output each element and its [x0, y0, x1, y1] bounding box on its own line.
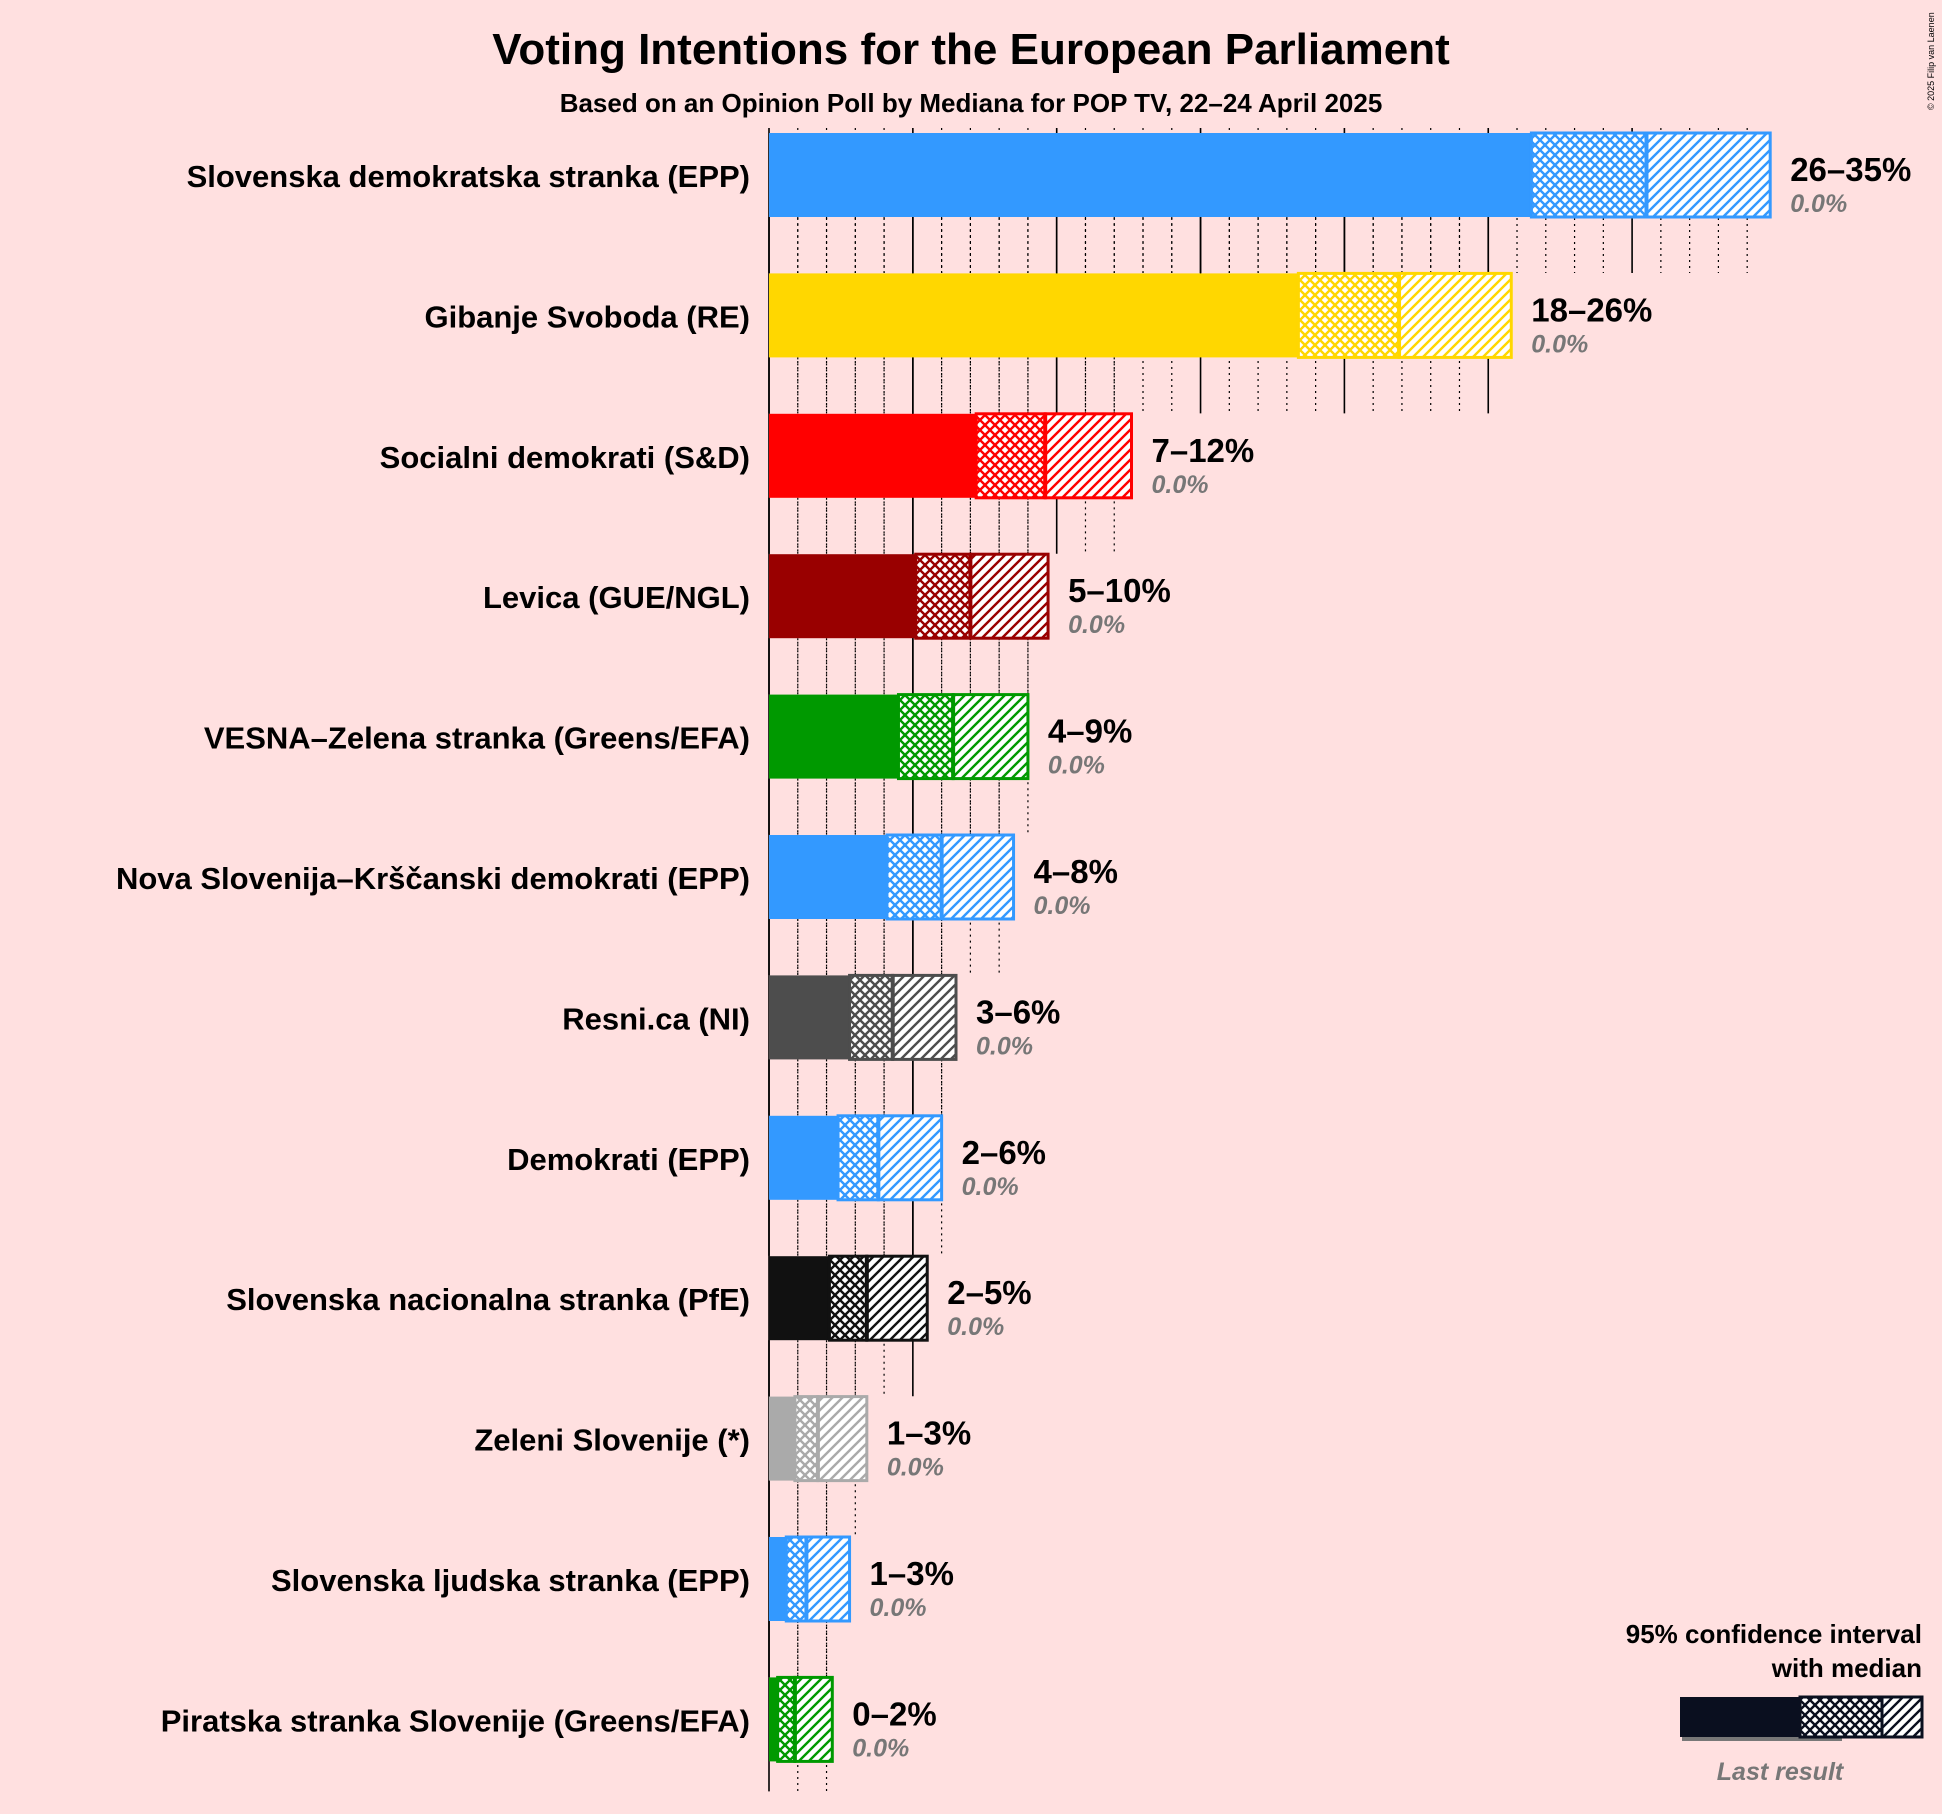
range-label: 3–6%: [976, 993, 1060, 1030]
copyright-notice: © 2025 Filip van Laenen: [1926, 12, 1936, 110]
range-label: 4–9%: [1048, 713, 1132, 750]
party-name: Nova Slovenija–Krščanski demokrati (EPP): [116, 861, 750, 896]
bar-solid: [769, 413, 977, 498]
bar-ci-lower: [885, 833, 944, 921]
party-row: Slovenska nacionalna stranka (PfE) 2–5%0.…: [226, 1254, 1032, 1342]
range-label: 2–5%: [947, 1274, 1031, 1311]
bar-ci-lower: [914, 552, 972, 640]
range-label: 0–2%: [852, 1695, 936, 1732]
bar-ci-lower: [784, 1535, 808, 1623]
party-name: Socialni demokrati (S&D): [380, 440, 750, 475]
party-name: Slovenska demokratska stranka (EPP): [187, 159, 750, 194]
bar-solid: [769, 273, 1299, 358]
bar-solid: [769, 133, 1532, 217]
bar-ci-upper: [951, 693, 1030, 781]
last-result-label: 0.0%: [1068, 611, 1125, 639]
legend-line-1: 95% confidence interval: [1626, 1619, 1922, 1649]
bar-solid: [769, 1537, 787, 1621]
last-result-label: 0.0%: [1531, 330, 1588, 358]
party-name: Piratska stranka Slovenije (Greens/EFA): [161, 1703, 750, 1738]
bar-ci-lower: [974, 412, 1047, 500]
range-label: 2–6%: [962, 1134, 1046, 1171]
last-result-label: 0.0%: [1034, 892, 1091, 920]
last-result-label: 0.0%: [962, 1173, 1019, 1201]
party-row: VESNA–Zelena stranka (Greens/EFA) 4–9%0.0…: [204, 693, 1132, 781]
party-row: Gibanje Svoboda (RE) 18–26%0.0%: [424, 271, 1652, 359]
bar-ci-lower: [827, 1254, 869, 1342]
range-label: 18–26%: [1531, 291, 1652, 328]
party-row: Slovenska ljudska stranka (EPP) 1–3%0.0%: [271, 1535, 954, 1623]
bar-ci-lower: [896, 693, 955, 781]
legend-line-2: with median: [1771, 1653, 1922, 1683]
party-name: Zeleni Slovenije (*): [474, 1423, 750, 1458]
last-result-label: 0.0%: [852, 1734, 909, 1762]
legend-crosshatch: [1798, 1695, 1884, 1739]
bar-ci-upper: [940, 833, 1016, 921]
bar-solid: [769, 1677, 778, 1762]
last-result-label: 0.0%: [976, 1032, 1033, 1060]
last-result-label: 0.0%: [1790, 190, 1847, 218]
chart-subtitle: Based on an Opinion Poll by Mediana for …: [560, 88, 1383, 118]
bar-ci-upper: [968, 552, 1050, 640]
bar-ci-lower: [1529, 131, 1648, 219]
last-result-label: 0.0%: [1152, 471, 1209, 499]
party-name: VESNA–Zelena stranka (Greens/EFA): [204, 721, 750, 756]
party-name: Levica (GUE/NGL): [483, 580, 750, 615]
legend-last-result-label: Last result: [1717, 1758, 1845, 1786]
bar-ci-upper: [891, 973, 958, 1061]
bar-ci-upper: [1043, 412, 1134, 500]
party-name: Slovenska nacionalna stranka (PfE): [226, 1282, 750, 1317]
last-result-label: 0.0%: [1048, 752, 1105, 780]
range-label: 5–10%: [1068, 572, 1171, 609]
bar-ci-lower: [1296, 271, 1401, 359]
party-name: Demokrati (EPP): [507, 1142, 750, 1177]
bar-solid: [769, 694, 899, 779]
bar-ci-lower: [848, 973, 895, 1061]
gridlines: [768, 128, 1748, 1792]
range-label: 4–8%: [1034, 853, 1118, 890]
range-label: 26–35%: [1790, 151, 1911, 188]
last-result-label: 0.0%: [870, 1594, 927, 1622]
bar-solid: [769, 554, 916, 639]
chart-title: Voting Intentions for the European Parli…: [492, 25, 1450, 74]
bar-ci-upper: [1644, 131, 1772, 219]
party-name: Gibanje Svoboda (RE): [424, 299, 750, 334]
bar-ci-upper: [793, 1675, 834, 1763]
last-result-label: 0.0%: [947, 1313, 1004, 1341]
legend: 95% confidence interval with median Last…: [1626, 1619, 1924, 1786]
range-label: 1–3%: [887, 1415, 971, 1452]
party-row: Levica (GUE/NGL) 5–10%0.0%: [483, 552, 1171, 640]
party-row: Piratska stranka Slovenije (Greens/EFA) 0…: [161, 1675, 937, 1763]
bar-ci-upper: [865, 1254, 929, 1342]
bar-ci-lower: [793, 1395, 820, 1483]
legend-hatch: [1880, 1695, 1924, 1739]
range-label: 7–12%: [1152, 432, 1255, 469]
party-row: Slovenska demokratska stranka (EPP) 26–35…: [187, 131, 1911, 219]
party-row: Demokrati (EPP) 2–6%0.0%: [507, 1114, 1046, 1202]
bars: Slovenska demokratska stranka (EPP) 26–35…: [116, 131, 1911, 1763]
party-row: Resni.ca (NI) 3–6%0.0%: [562, 973, 1060, 1061]
bar-ci-lower: [776, 1675, 797, 1763]
bar-solid: [769, 975, 850, 1060]
party-name: Slovenska ljudska stranka (EPP): [271, 1563, 750, 1598]
party-row: Zeleni Slovenije (*) 1–3%0.0%: [474, 1395, 971, 1483]
bar-solid: [769, 835, 887, 919]
bar-solid: [769, 1256, 830, 1341]
bar-ci-upper: [816, 1395, 869, 1483]
bar-ci-upper: [1397, 271, 1513, 359]
last-result-label: 0.0%: [887, 1454, 944, 1482]
party-row: Socialni demokrati (S&D) 7–12%0.0%: [380, 412, 1255, 500]
party-row: Nova Slovenija–Krščanski demokrati (EPP)…: [116, 833, 1118, 921]
bar-ci-lower: [836, 1114, 880, 1202]
bar-ci-upper: [876, 1114, 944, 1202]
legend-solid: [1680, 1697, 1800, 1737]
bar-solid: [769, 1396, 795, 1481]
party-name: Resni.ca (NI): [562, 1001, 750, 1036]
bar-solid: [769, 1115, 839, 1200]
range-label: 1–3%: [870, 1555, 954, 1592]
bar-ci-upper: [804, 1535, 852, 1623]
